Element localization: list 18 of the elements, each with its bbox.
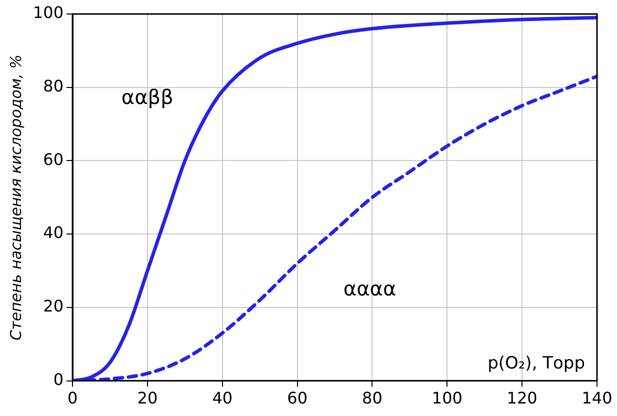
x-tick-label: 140 — [582, 388, 612, 408]
x-axis-title: p(O₂), Торр — [488, 354, 585, 374]
x-tick-label: 100 — [432, 388, 462, 408]
x-tick-label: 0 — [67, 388, 78, 408]
y-tick-label: 80 — [43, 76, 64, 96]
series-label: ααββ — [121, 85, 174, 110]
text: αααα — [343, 276, 396, 301]
x-tick-label: 40 — [212, 388, 233, 408]
x-tick-label: 80 — [362, 388, 382, 408]
y-tick-label: 0 — [53, 370, 64, 389]
x-tick-label: 60 — [287, 388, 308, 408]
x-tick-label: 20 — [137, 388, 158, 408]
y-axis-title: Степень насыщения кислородом, % — [6, 54, 25, 340]
y-tick-label: 20 — [43, 296, 64, 316]
x-tick-label: 120 — [506, 388, 538, 408]
y-tick-label: 60 — [43, 150, 64, 169]
y-tick-label: 100 — [32, 3, 64, 22]
y-tick-label: 40 — [43, 223, 64, 242]
